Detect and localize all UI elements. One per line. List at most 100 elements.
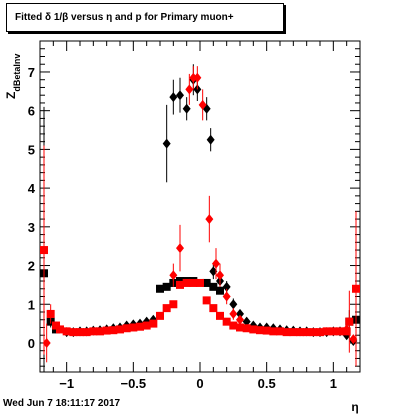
- y-tick-label: 5: [28, 142, 35, 157]
- data-point: [42, 337, 51, 348]
- x-tick-label: 1: [330, 376, 337, 391]
- y-tick-label: 6: [28, 104, 35, 119]
- data-point: [222, 317, 231, 326]
- y-tick-label: 3: [28, 220, 35, 235]
- data-point: [176, 243, 184, 254]
- data-point: [229, 321, 238, 330]
- y-tick-label: 7: [28, 65, 35, 80]
- data-point: [322, 327, 331, 336]
- plot-frame: [39, 40, 361, 373]
- data-point: [229, 308, 238, 319]
- chart-title: Fitted δ 1/β versus η and p for Primary …: [15, 12, 234, 23]
- data-point: [56, 325, 64, 334]
- data-point: [40, 246, 48, 255]
- data-point: [269, 327, 278, 336]
- data-point: [149, 319, 158, 328]
- data-point: [182, 278, 191, 287]
- data-point: [189, 278, 198, 287]
- data-point: [76, 328, 84, 337]
- data-point: [236, 308, 244, 319]
- data-point: [193, 72, 202, 83]
- data-point: [329, 327, 338, 336]
- data-point: [162, 138, 171, 149]
- data-point: [296, 328, 304, 337]
- data-point: [342, 324, 351, 335]
- data-point: [196, 278, 204, 287]
- data-point: [206, 134, 215, 145]
- data-point: [185, 84, 194, 95]
- data-point: [209, 304, 218, 313]
- data-point: [302, 328, 311, 337]
- data-point: [309, 328, 318, 337]
- chart-title-box: Fitted δ 1/β versus η and p for Primary …: [6, 3, 284, 32]
- data-point: [176, 90, 184, 101]
- data-point: [236, 314, 244, 325]
- data-point: [216, 311, 224, 320]
- data-point: [336, 327, 344, 336]
- data-point: [289, 328, 298, 337]
- data-point: [202, 278, 211, 287]
- data-point: [276, 327, 284, 336]
- x-tick-label: 0.5: [258, 376, 276, 391]
- data-point: [249, 325, 258, 334]
- data-point: [209, 266, 218, 277]
- data-point: [169, 300, 178, 309]
- data-point: [352, 284, 360, 293]
- data-point: [316, 328, 324, 337]
- data-point: [156, 311, 164, 320]
- data-point: [136, 322, 144, 331]
- data-point: [242, 324, 251, 333]
- data-point: [349, 334, 358, 345]
- data-point: [212, 258, 220, 269]
- x-tick-label: −1: [59, 376, 74, 391]
- data-point: [96, 327, 104, 336]
- data-point: [176, 280, 184, 289]
- data-point: [89, 327, 98, 336]
- data-point: [62, 327, 71, 336]
- data-point: [46, 309, 55, 318]
- data-point: [162, 282, 171, 291]
- series-1: [40, 66, 360, 367]
- y-axis-title-main: Z: [4, 92, 18, 99]
- data-point: [162, 304, 171, 313]
- y-axis-title: ZdBetaInv: [4, 54, 22, 99]
- data-point: [242, 316, 251, 327]
- data-point: [216, 270, 224, 281]
- y-axis-title-sub: dBetaInv: [12, 54, 22, 92]
- x-tick-label: 0: [196, 376, 203, 391]
- data-point: [122, 324, 131, 333]
- data-point: [216, 286, 224, 295]
- x-tick-label: −0.5: [120, 376, 146, 391]
- data-point: [256, 326, 264, 335]
- y-tick-label: 2: [28, 259, 35, 274]
- data-point: [182, 103, 191, 114]
- data-point: [102, 326, 111, 335]
- data-point: [222, 291, 231, 302]
- y-tick-label: 4: [28, 181, 36, 196]
- data-point: [169, 92, 178, 103]
- data-point: [156, 284, 164, 293]
- data-point: [222, 281, 231, 292]
- x-axis-title: η: [351, 400, 358, 414]
- data-point: [116, 325, 124, 334]
- y-tick-label: 1: [28, 297, 35, 312]
- data-point: [169, 270, 178, 281]
- data-point: [229, 299, 238, 310]
- data-point: [198, 99, 207, 110]
- data-point: [236, 323, 244, 332]
- data-point: [129, 323, 138, 332]
- data-point: [262, 326, 271, 335]
- data-point: [205, 214, 214, 225]
- data-point: [209, 282, 218, 291]
- data-point: [345, 317, 354, 326]
- timestamp: Wed Jun 7 18:11:17 2017: [3, 398, 121, 409]
- data-marks: [40, 64, 360, 372]
- data-point: [202, 296, 211, 305]
- x-axis: −1 −0.5 0 0.5 1: [39, 41, 361, 391]
- data-point: [282, 328, 291, 337]
- data-point: [69, 328, 78, 337]
- data-point: [82, 328, 91, 337]
- data-point: [109, 326, 118, 335]
- y-tick-label: 0: [28, 336, 35, 351]
